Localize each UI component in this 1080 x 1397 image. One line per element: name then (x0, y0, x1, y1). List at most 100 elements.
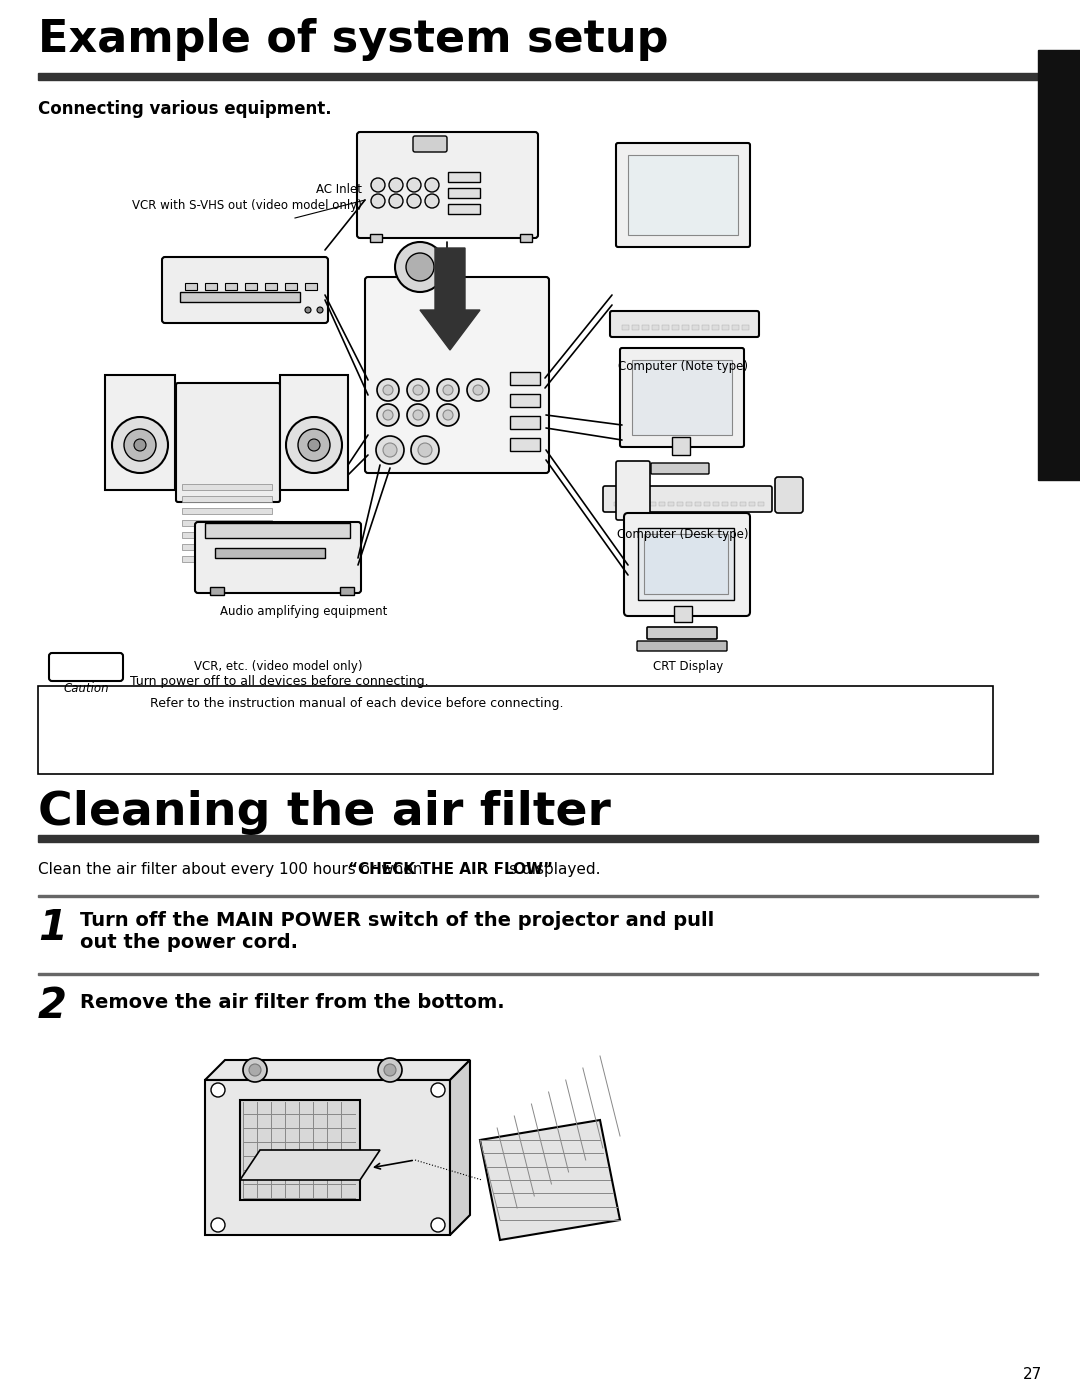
Bar (731, 502, 737, 506)
Bar (280, 374, 348, 490)
Circle shape (372, 177, 384, 191)
Bar (674, 606, 692, 622)
Bar (1038, 50, 1080, 481)
Bar (105, 374, 175, 490)
Bar (245, 284, 257, 291)
Text: Audio amplifying equipment: Audio amplifying equipment (220, 605, 388, 617)
Text: Computer (Desk type): Computer (Desk type) (618, 528, 748, 541)
Text: Computer (Note type): Computer (Note type) (618, 360, 748, 373)
Bar (712, 326, 719, 330)
Circle shape (383, 443, 397, 457)
Circle shape (426, 177, 438, 191)
Circle shape (467, 379, 489, 401)
Circle shape (413, 386, 423, 395)
Bar (681, 326, 689, 330)
Bar (623, 502, 629, 506)
Text: Turn power off to all devices before connecting.: Turn power off to all devices before con… (130, 675, 429, 687)
FancyBboxPatch shape (413, 136, 447, 152)
Text: Turn off the MAIN POWER switch of the projector and pull: Turn off the MAIN POWER switch of the pr… (80, 911, 714, 930)
Circle shape (243, 1058, 267, 1083)
Bar (732, 326, 739, 330)
Bar (180, 292, 300, 302)
Circle shape (318, 307, 323, 313)
Bar (38, 835, 1038, 842)
Bar (650, 502, 656, 506)
Circle shape (389, 177, 403, 191)
Bar (240, 1099, 360, 1200)
Bar (669, 502, 674, 506)
Bar (510, 394, 540, 407)
Text: VCR with S-VHS out (video model only): VCR with S-VHS out (video model only) (132, 198, 362, 212)
Bar (519, 235, 532, 242)
Bar (183, 532, 272, 538)
Circle shape (112, 416, 168, 474)
Bar (38, 972, 1038, 975)
FancyBboxPatch shape (651, 462, 708, 474)
Circle shape (437, 404, 459, 426)
Circle shape (308, 439, 320, 451)
Text: AC Inlet: AC Inlet (316, 183, 362, 196)
Bar (210, 587, 224, 595)
Bar (285, 284, 297, 291)
Bar (740, 502, 746, 506)
FancyBboxPatch shape (365, 277, 549, 474)
Bar (370, 235, 382, 242)
FancyBboxPatch shape (195, 522, 361, 592)
Circle shape (407, 194, 421, 208)
Circle shape (376, 436, 404, 464)
Bar (215, 548, 325, 557)
Text: is displayed.: is displayed. (500, 862, 600, 877)
Bar (183, 496, 272, 502)
Circle shape (134, 439, 146, 451)
FancyBboxPatch shape (38, 686, 993, 774)
Polygon shape (480, 1120, 620, 1241)
Circle shape (211, 1218, 225, 1232)
Bar (265, 284, 276, 291)
Bar (713, 502, 719, 506)
Text: Remove the air filter from the bottom.: Remove the air filter from the bottom. (80, 993, 504, 1011)
Circle shape (378, 1058, 402, 1083)
Circle shape (377, 404, 399, 426)
FancyBboxPatch shape (49, 652, 123, 680)
Text: Cleaning the air filter: Cleaning the air filter (38, 789, 611, 835)
Text: Refer to the instruction manual of each device before connecting.: Refer to the instruction manual of each … (150, 697, 564, 711)
Circle shape (431, 1083, 445, 1097)
FancyBboxPatch shape (616, 142, 750, 247)
Bar (642, 326, 649, 330)
FancyBboxPatch shape (162, 257, 328, 323)
FancyBboxPatch shape (624, 513, 750, 616)
Bar (704, 502, 710, 506)
Bar (672, 326, 679, 330)
FancyBboxPatch shape (176, 383, 280, 502)
Bar (723, 326, 729, 330)
Bar (183, 483, 272, 490)
Circle shape (413, 409, 423, 420)
Bar (686, 502, 692, 506)
Polygon shape (450, 1060, 470, 1235)
Circle shape (437, 379, 459, 401)
Circle shape (298, 429, 330, 461)
Circle shape (443, 386, 453, 395)
Bar (183, 509, 272, 514)
FancyBboxPatch shape (357, 131, 538, 237)
Circle shape (473, 386, 483, 395)
Bar (448, 189, 480, 198)
Bar (644, 534, 728, 594)
Bar (183, 520, 272, 527)
Text: 1: 1 (38, 907, 67, 949)
Bar (638, 528, 734, 599)
Text: 27: 27 (1023, 1368, 1042, 1382)
Bar (205, 1080, 450, 1235)
FancyBboxPatch shape (616, 461, 650, 520)
Bar (632, 360, 732, 434)
Circle shape (426, 194, 438, 208)
Bar (659, 502, 665, 506)
Bar (677, 502, 683, 506)
Circle shape (372, 194, 384, 208)
Bar (742, 326, 750, 330)
Circle shape (443, 409, 453, 420)
FancyBboxPatch shape (637, 641, 727, 651)
Bar (615, 502, 620, 506)
Bar (672, 437, 690, 455)
FancyBboxPatch shape (620, 348, 744, 447)
